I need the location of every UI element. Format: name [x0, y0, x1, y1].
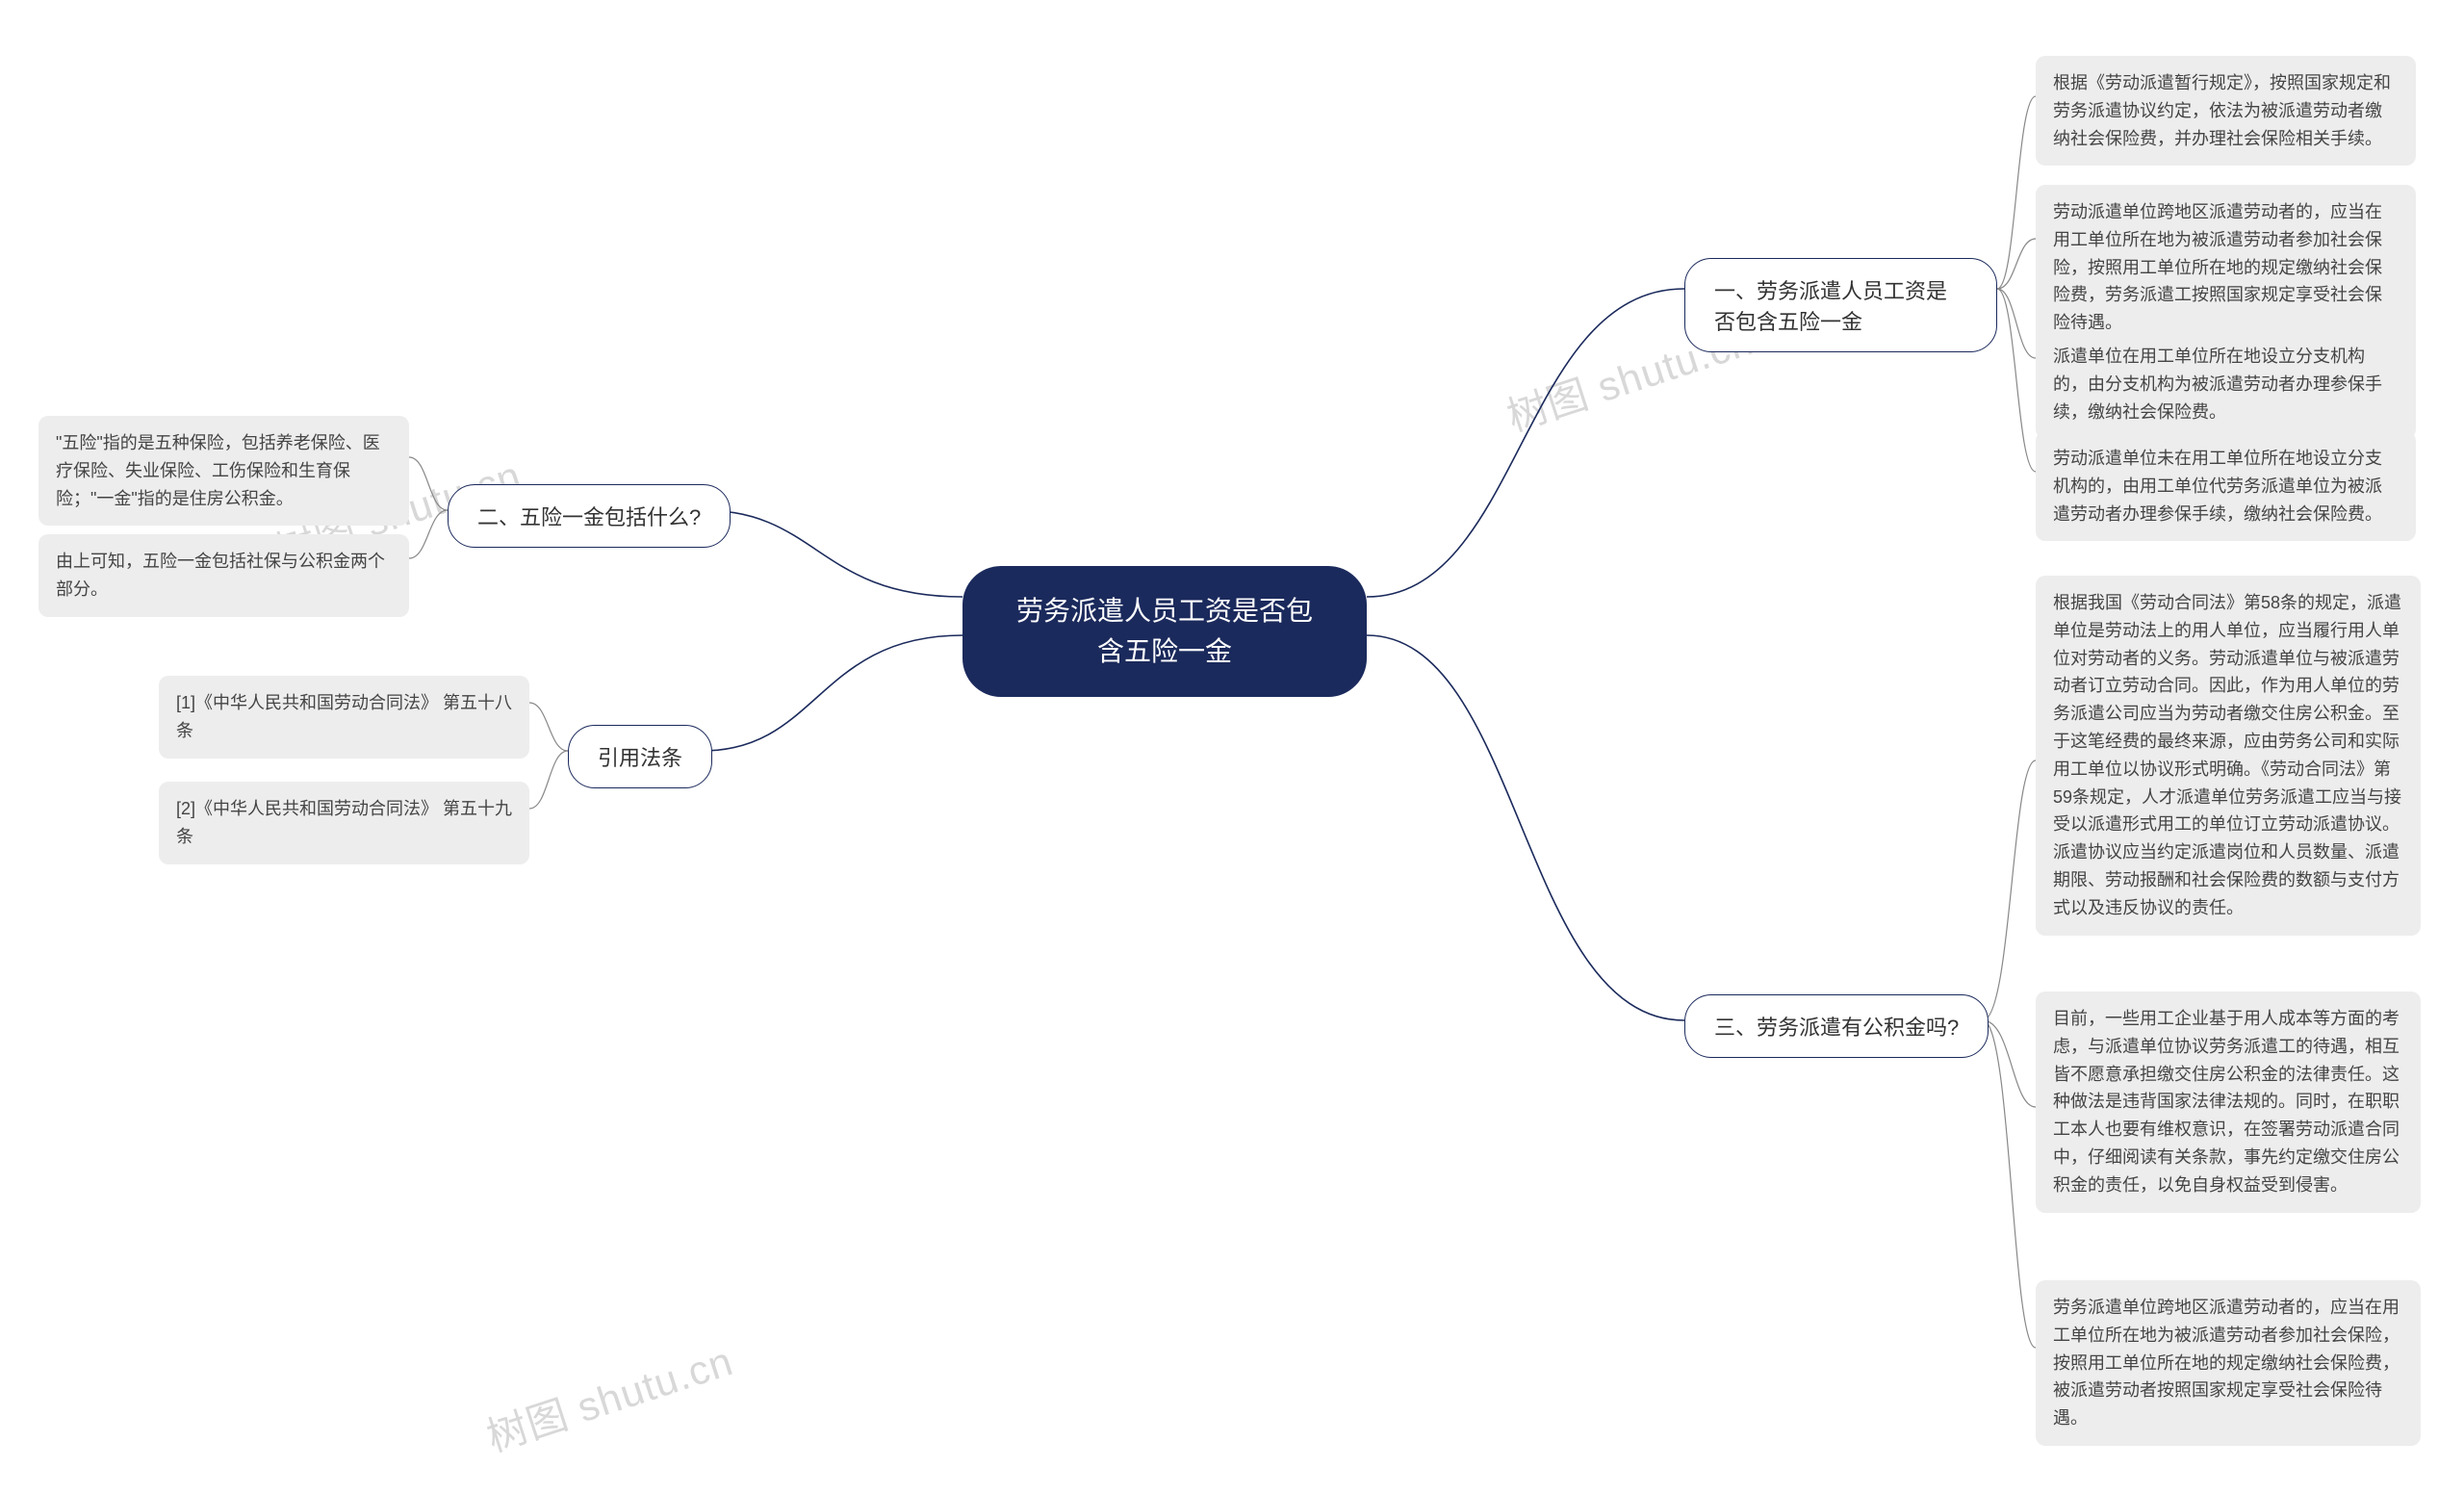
branch-node-3: 三、劳务派遣有公积金吗?	[1684, 994, 1989, 1058]
root-line1: 劳务派遣人员工资是否包	[1016, 596, 1313, 626]
leaf-node: 劳务派遣单位跨地区派遣劳动者的，应当在用工单位所在地为被派遣劳动者参加社会保险，…	[2036, 1280, 2421, 1446]
branch-node-1: 一、劳务派遣人员工资是否包含五险一金	[1684, 258, 1997, 352]
branch-4-label: 引用法条	[598, 746, 682, 770]
branch-2-label: 二、五险一金包括什么?	[477, 505, 701, 529]
leaf-node: "五险"指的是五种保险，包括养老保险、医疗保险、失业保险、工伤保险和生育保险；"…	[38, 416, 409, 526]
branch-node-2: 二、五险一金包括什么?	[448, 484, 731, 548]
branch-node-4: 引用法条	[568, 725, 712, 788]
leaf-node: 目前，一些用工企业基于用人成本等方面的考虑，与派遣单位协议劳务派遣工的待遇，相互…	[2036, 991, 2421, 1213]
leaf-node: 根据《劳动派遣暂行规定》，按照国家规定和劳务派遣协议约定，依法为被派遣劳动者缴纳…	[2036, 56, 2416, 166]
leaf-node: [2]《中华人民共和国劳动合同法》 第五十九条	[159, 782, 529, 864]
branch-3-label: 三、劳务派遣有公积金吗?	[1714, 1016, 1959, 1040]
leaf-node: 劳动派遣单位未在用工单位所在地设立分支机构的，由用工单位代劳务派遣单位为被派遣劳…	[2036, 431, 2416, 541]
root-line2: 含五险一金	[1097, 636, 1232, 666]
leaf-node: 劳动派遣单位跨地区派遣劳动者的，应当在用工单位所在地为被派遣劳动者参加社会保险，…	[2036, 185, 2416, 350]
leaf-node: 根据我国《劳动合同法》第58条的规定，派遣单位是劳动法上的用人单位，应当履行用人…	[2036, 576, 2421, 936]
branch-1-label: 一、劳务派遣人员工资是否包含五险一金	[1714, 279, 1947, 334]
leaf-node: 派遣单位在用工单位所在地设立分支机构的，由分支机构为被派遣劳动者办理参保手续，缴…	[2036, 329, 2416, 439]
leaf-node: [1]《中华人民共和国劳动合同法》 第五十八条	[159, 676, 529, 759]
root-node: 劳务派遣人员工资是否包 含五险一金	[962, 566, 1367, 697]
leaf-node: 由上可知，五险一金包括社保与公积金两个部分。	[38, 534, 409, 617]
